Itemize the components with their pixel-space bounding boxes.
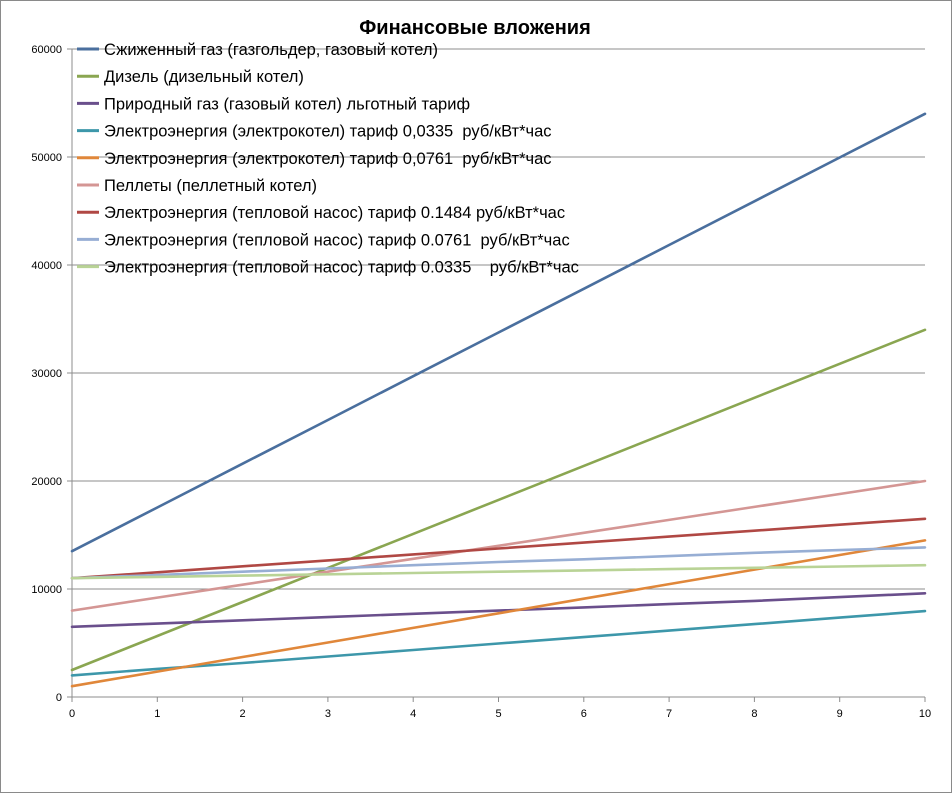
legend-label: Природный газ (газовый котел) льготный т… (104, 95, 470, 113)
series-line-9 (70, 563, 927, 580)
series-line-1 (70, 112, 927, 553)
x-tick-label: 1 (154, 708, 160, 720)
y-tick-label: 10000 (31, 584, 62, 596)
x-tick-label: 6 (581, 708, 587, 720)
legend-label: Электроэнергия (электрокотел) тариф 0,03… (104, 123, 552, 141)
y-tick-label: 0 (56, 692, 62, 704)
series-line-6 (70, 479, 927, 612)
legend-label: Дизель (дизельный котел) (104, 68, 304, 86)
y-tick-label: 60000 (31, 44, 62, 56)
legend-label: Сжиженный газ (газгольдер, газовый котел… (104, 41, 438, 59)
series-line-7 (70, 517, 927, 580)
x-tick-label: 8 (751, 708, 757, 720)
legend-label: Электроэнергия (электрокотел) тариф 0,07… (104, 150, 552, 168)
legend-label: Пеллеты (пеллетный котел) (104, 177, 317, 195)
legend: Сжиженный газ (газгольдер, газовый котел… (77, 41, 579, 277)
x-tick-label: 3 (325, 708, 331, 720)
y-tick-label: 40000 (31, 260, 62, 272)
x-tick-label: 0 (69, 708, 75, 720)
legend-label: Электроэнергия (тепловой насос) тариф 0.… (104, 204, 565, 222)
series-line-2 (70, 328, 927, 672)
x-tick-label: 10 (919, 708, 931, 720)
y-tick-label: 20000 (31, 476, 62, 488)
x-tick-label: 7 (666, 708, 672, 720)
legend-label: Электроэнергия (тепловой насос) тариф 0.… (104, 259, 579, 277)
x-tick-label: 5 (495, 708, 501, 720)
series-lines (70, 112, 927, 688)
x-tick-labels: 0 1 2 3 4 5 6 7 8 9 10 (69, 708, 931, 720)
series-line-3 (70, 591, 927, 629)
series-line-5 (70, 539, 927, 688)
legend-label: Электроэнергия (тепловой насос) тариф 0.… (104, 231, 570, 249)
x-tick-label: 2 (240, 708, 246, 720)
gridlines (72, 48, 925, 590)
y-tick-labels: 0 10000 20000 30000 40000 50000 60000 (31, 44, 62, 704)
y-tick-label: 30000 (31, 368, 62, 380)
x-tick-label: 9 (837, 708, 843, 720)
x-tick-label: 4 (410, 708, 416, 720)
series-line-4 (70, 609, 927, 677)
chart-title: Финансовые вложения (359, 17, 591, 39)
y-tick-label: 50000 (31, 152, 62, 164)
axes (67, 48, 926, 702)
series-line-8 (70, 546, 927, 580)
